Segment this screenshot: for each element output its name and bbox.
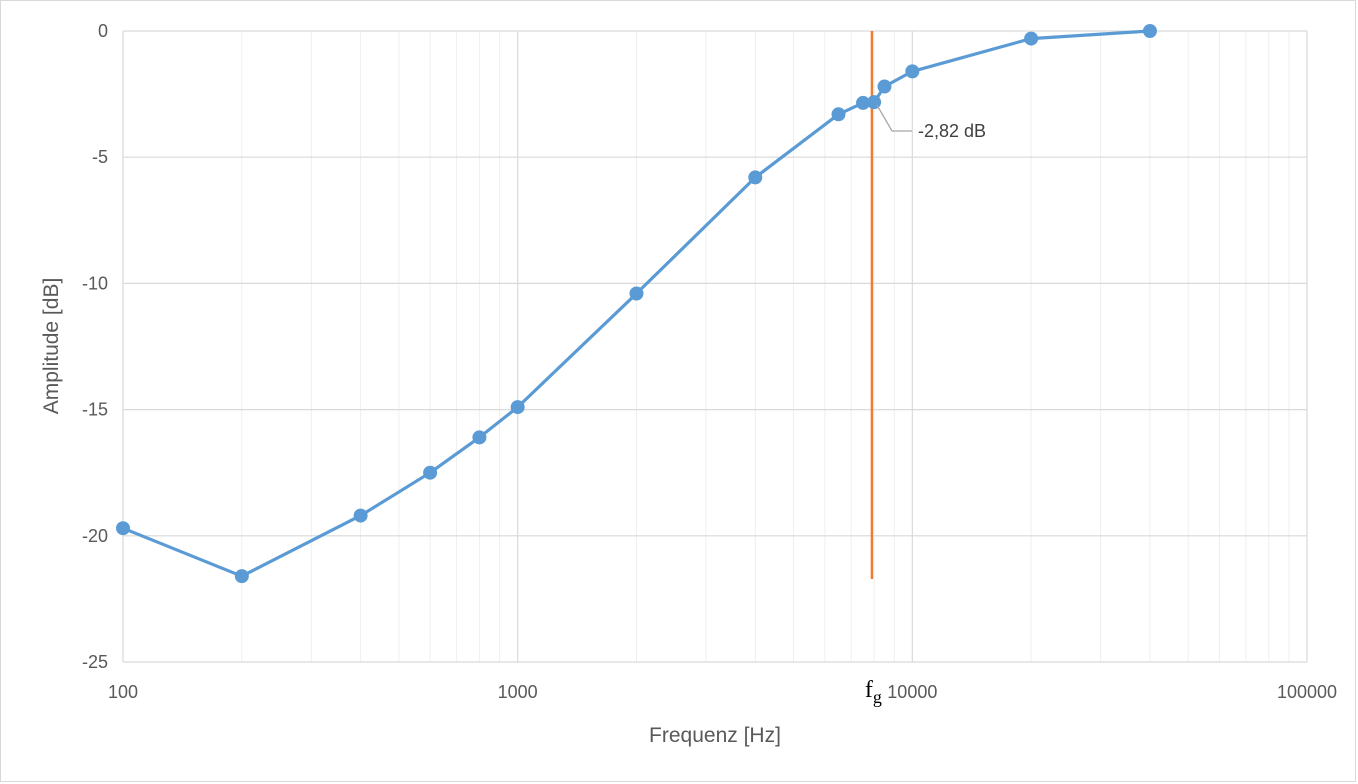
x-tick-label: 100000 bbox=[1277, 682, 1337, 702]
data-point bbox=[1024, 31, 1039, 46]
fg-subscript: g bbox=[873, 687, 882, 707]
grid bbox=[122, 30, 1308, 663]
data-point bbox=[423, 465, 438, 480]
data-point bbox=[234, 569, 249, 584]
y-tick-label: 0 bbox=[98, 21, 108, 41]
data-point bbox=[1142, 24, 1157, 38]
data-point bbox=[748, 170, 763, 185]
data-point bbox=[831, 107, 846, 122]
x-tick-label: 100 bbox=[108, 682, 138, 702]
y-tick-label: -15 bbox=[82, 400, 108, 420]
y-tick-label: -20 bbox=[82, 526, 108, 546]
data-point bbox=[905, 64, 920, 79]
data-points bbox=[116, 24, 1157, 584]
data-point bbox=[629, 286, 644, 301]
y-tick-label: -25 bbox=[82, 652, 108, 672]
x-tick-label: 1000 bbox=[498, 682, 538, 702]
x-tick-label: 10000 bbox=[887, 682, 937, 702]
data-point bbox=[867, 95, 882, 110]
tick-labels: 100 1000 10000 100000 0 -5 -10 -15 -20 -25 bbox=[82, 21, 1337, 702]
y-tick-label: -5 bbox=[92, 147, 108, 167]
data-point bbox=[877, 79, 892, 94]
data-point bbox=[856, 95, 871, 110]
y-tick-label: -10 bbox=[82, 273, 108, 293]
annotation-leader-line bbox=[876, 104, 893, 132]
data-point bbox=[510, 400, 525, 415]
annotation-label: -2,82 dB bbox=[918, 121, 986, 141]
x-axis-title: Frequenz [Hz] bbox=[649, 724, 781, 747]
fg-main: f bbox=[865, 677, 873, 703]
data-point bbox=[116, 521, 130, 536]
y-axis-title: Amplitude [dB] bbox=[40, 278, 63, 415]
data-point bbox=[472, 430, 487, 445]
cutoff-frequency-label: fg bbox=[865, 677, 882, 707]
data-point bbox=[353, 508, 368, 523]
